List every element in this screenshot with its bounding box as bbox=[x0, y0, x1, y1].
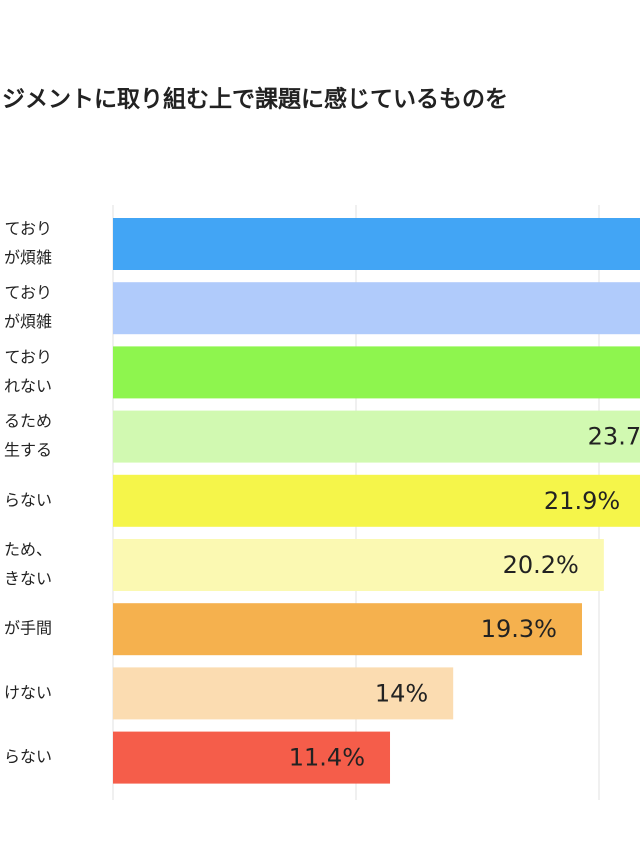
bar bbox=[113, 731, 391, 784]
category-label: が手間 bbox=[4, 619, 52, 638]
category-label: が煩雑 bbox=[4, 248, 52, 267]
value-label: 23.7% bbox=[588, 423, 640, 451]
bar bbox=[113, 603, 582, 656]
value-label: 14% bbox=[375, 679, 428, 707]
category-label: ており bbox=[4, 283, 52, 302]
category-label: ため、 bbox=[4, 540, 52, 559]
bar bbox=[113, 667, 454, 720]
category-label: らない bbox=[4, 490, 52, 509]
category-label: ており bbox=[4, 347, 52, 366]
value-label: 11.4% bbox=[289, 744, 365, 772]
value-label: 19.3% bbox=[481, 615, 557, 643]
category-label: きない bbox=[4, 569, 52, 588]
category-label: るため bbox=[4, 412, 52, 431]
bar bbox=[113, 346, 640, 399]
category-label: が煩雑 bbox=[4, 312, 52, 331]
value-label: 20.2% bbox=[503, 551, 579, 579]
bar bbox=[113, 410, 640, 463]
category-label: らない bbox=[4, 747, 52, 766]
bar bbox=[113, 218, 640, 270]
bar bbox=[113, 282, 640, 335]
bar bbox=[113, 474, 640, 527]
bar bbox=[113, 539, 604, 591]
category-label: れない bbox=[4, 376, 52, 395]
category-label: けない bbox=[4, 683, 52, 702]
category-label: ており bbox=[4, 219, 52, 238]
value-label: 21.9% bbox=[544, 487, 620, 515]
chart-title: ジメントに取り組む上で課題に感じているものを bbox=[2, 86, 508, 113]
category-label: 生する bbox=[4, 441, 52, 460]
